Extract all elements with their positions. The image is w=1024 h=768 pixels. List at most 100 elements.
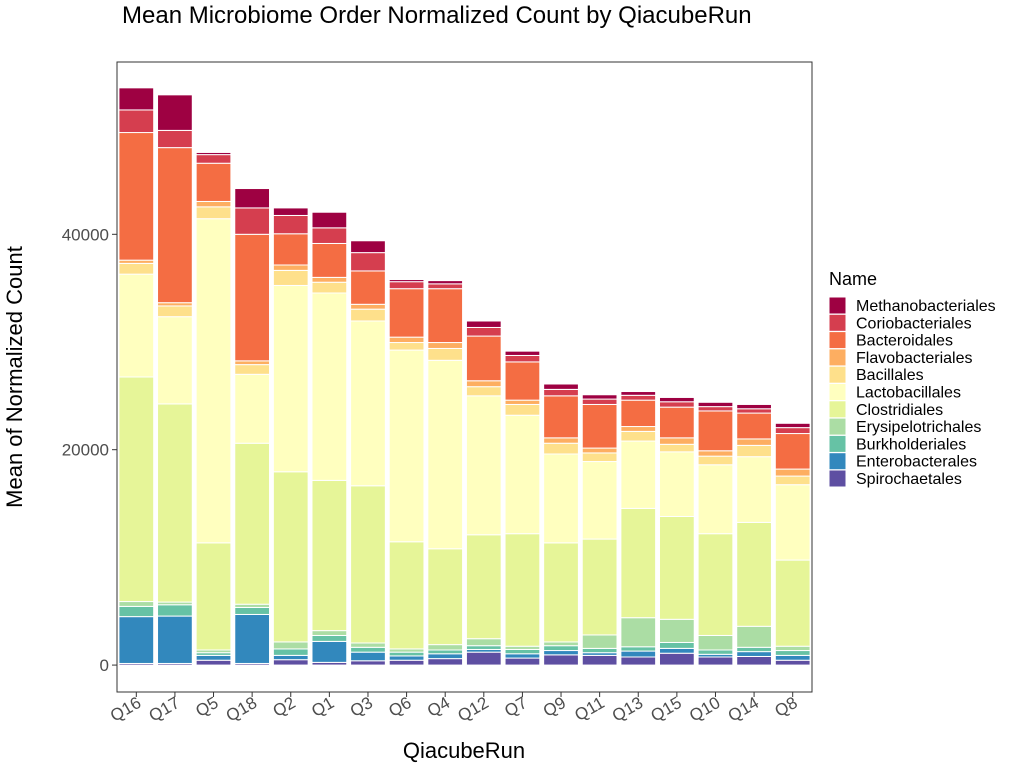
bar-q18-segment-coriobacteriales — [234, 207, 271, 235]
bar-q4-segment-erysipelotrichales — [427, 644, 464, 651]
bar-q15-segment-erysipelotrichales — [658, 618, 695, 643]
bar-q2-segment-coriobacteriales — [272, 214, 309, 235]
bar-q18-segment-flavobacteriales — [234, 360, 271, 366]
bar-q1-segment-enterobacterales — [311, 640, 348, 663]
bar-q4-segment-methanobacteriales — [427, 280, 464, 285]
bar-q7-segment-lactobacillales — [504, 414, 541, 535]
bar-q5-segment-spirochaetales — [195, 659, 232, 666]
bar-q16-segment-erysipelotrichales — [118, 601, 155, 607]
bar-q2-segment-clostridiales — [272, 471, 309, 643]
bar-q7-segment-methanobacteriales — [504, 350, 541, 356]
bar-q15-segment-spirochaetales — [658, 652, 695, 666]
bar-q9-segment-erysipelotrichales — [543, 641, 579, 647]
bar-q10-segment-bacteroidales — [697, 410, 734, 452]
bar-q15-segment-enterobacterales — [658, 647, 695, 654]
bar-q9-segment-bacillales — [543, 442, 579, 455]
bar-q11-segment-bacillales — [581, 452, 618, 463]
bar-q13-segment-enterobacterales — [620, 650, 657, 658]
bar-q11-segment-spirochaetales — [581, 654, 618, 666]
bar-q4-segment-flavobacteriales — [427, 342, 464, 349]
legend-swatch — [828, 434, 847, 453]
bar-q8-segment-coriobacteriales — [774, 427, 811, 435]
legend-label: Bacillales — [856, 367, 924, 384]
x-tick-label: Q7 — [501, 693, 530, 721]
bar-q9-segment-clostridiales — [543, 542, 579, 643]
bar-q9-segment-burkholderiales — [543, 645, 579, 652]
bar-q9-segment-bacteroidales — [543, 395, 579, 439]
bar-q7-segment-enterobacterales — [504, 653, 541, 659]
bar-q7-segment-coriobacteriales — [504, 354, 541, 363]
bar-q8-segment-bacteroidales — [774, 433, 811, 470]
bar-q2-segment-flavobacteriales — [272, 264, 309, 271]
y-axis: 0 20000 40000 — [62, 225, 117, 675]
bar-q16-segment-coriobacteriales — [118, 109, 155, 134]
bar-q8-segment-flavobacteriales — [774, 468, 811, 477]
chart-title: Mean Microbiome Order Normalized Count b… — [122, 2, 752, 29]
bar-q1-segment-clostridiales — [311, 479, 348, 632]
bar-q11-segment-flavobacteriales — [581, 447, 618, 454]
bar-q1-segment-lactobacillales — [311, 292, 348, 481]
legend-swatch — [828, 383, 847, 401]
y-tick-label: 0 — [100, 656, 109, 675]
bar-q1-segment-burkholderiales — [311, 634, 348, 642]
legend-swatch — [828, 400, 847, 419]
x-tick-label: Q12 — [454, 693, 491, 726]
bar-q13-segment-spirochaetales — [620, 656, 657, 666]
bar-q4-segment-bacteroidales — [427, 288, 464, 344]
y-tick-label: 40000 — [62, 225, 109, 244]
bar-q1-segment-erysipelotrichales — [311, 630, 348, 636]
bar-q14-segment-burkholderiales — [736, 646, 772, 653]
bar-q11-segment-methanobacteriales — [581, 394, 618, 400]
bar-q16-segment-clostridiales — [118, 376, 155, 603]
bar-q9-segment-enterobacterales — [543, 650, 579, 656]
legend-label: Erysipelotrichales — [856, 419, 981, 436]
bar-q18-segment-bacillales — [234, 364, 271, 375]
bar-q16-segment-bacteroidales — [118, 132, 155, 261]
bar-q8-segment-enterobacterales — [774, 654, 811, 661]
x-tick-label: Q3 — [347, 693, 376, 721]
bar-q14-segment-erysipelotrichales — [736, 625, 772, 648]
bar-q15-segment-lactobacillales — [658, 451, 695, 517]
legend-swatch — [828, 365, 847, 384]
x-tick-label: Q4 — [424, 693, 453, 721]
bar-q3-segment-bacillales — [350, 308, 386, 322]
bar-q2-segment-bacillales — [272, 269, 309, 286]
bar-q17-segment-bacillales — [157, 305, 193, 318]
bar-q10-segment-spirochaetales — [697, 656, 734, 666]
bar-q14-segment-methanobacteriales — [736, 403, 772, 410]
bar-q12-segment-bacillales — [465, 386, 502, 397]
bar-q14-segment-clostridiales — [736, 521, 772, 627]
bar-q10-segment-coriobacteriales — [697, 406, 734, 412]
legend-label: Bacteroidales — [856, 333, 953, 350]
bar-q1-segment-flavobacteriales — [311, 276, 348, 283]
bar-q14-segment-flavobacteriales — [736, 438, 772, 446]
bar-q4-segment-lactobacillales — [427, 359, 464, 550]
bar-q6-segment-burkholderiales — [388, 651, 425, 657]
x-axis: Q16 Q17 Q5 Q18 Q2 Q1 Q3 Q6 Q4 Q12 Q7 Q9 Q11 Q13 Q15 Q10… — [107, 692, 801, 726]
x-axis-title: QiacubeRun — [403, 738, 525, 763]
bar-q7-segment-clostridiales — [504, 533, 541, 647]
bar-q6-segment-enterobacterales — [388, 655, 425, 661]
legend-label: Flavobacteriales — [856, 350, 973, 367]
bar-q12-segment-erysipelotrichales — [465, 638, 502, 647]
bar-q2-segment-bacteroidales — [272, 233, 309, 266]
bar-q10-segment-erysipelotrichales — [697, 634, 734, 651]
bar-q6-segment-spirochaetales — [388, 659, 425, 666]
bar-q11-segment-clostridiales — [581, 538, 618, 636]
bar-q5-segment-coriobacteriales — [195, 154, 232, 164]
bar-q17-segment-bacteroidales — [157, 147, 193, 304]
bar-q17-segment-coriobacteriales — [157, 129, 193, 149]
bar-q14-segment-coriobacteriales — [736, 408, 772, 414]
bar-q18-segment-enterobacterales — [234, 613, 271, 664]
bar-q5-segment-methanobacteriales — [195, 151, 232, 156]
bar-q11-segment-coriobacteriales — [581, 398, 618, 405]
bar-q10-segment-burkholderiales — [697, 649, 734, 655]
legend-swatch — [828, 469, 847, 488]
bar-q6-segment-flavobacteriales — [388, 336, 425, 344]
legend-swatch — [828, 296, 847, 315]
bar-q9-segment-methanobacteriales — [543, 383, 579, 390]
bar-q1-segment-methanobacteriales — [311, 211, 348, 229]
y-tick-label: 20000 — [62, 441, 109, 460]
legend: Name MethanobacterialesCoriobacterialesB… — [828, 269, 996, 488]
